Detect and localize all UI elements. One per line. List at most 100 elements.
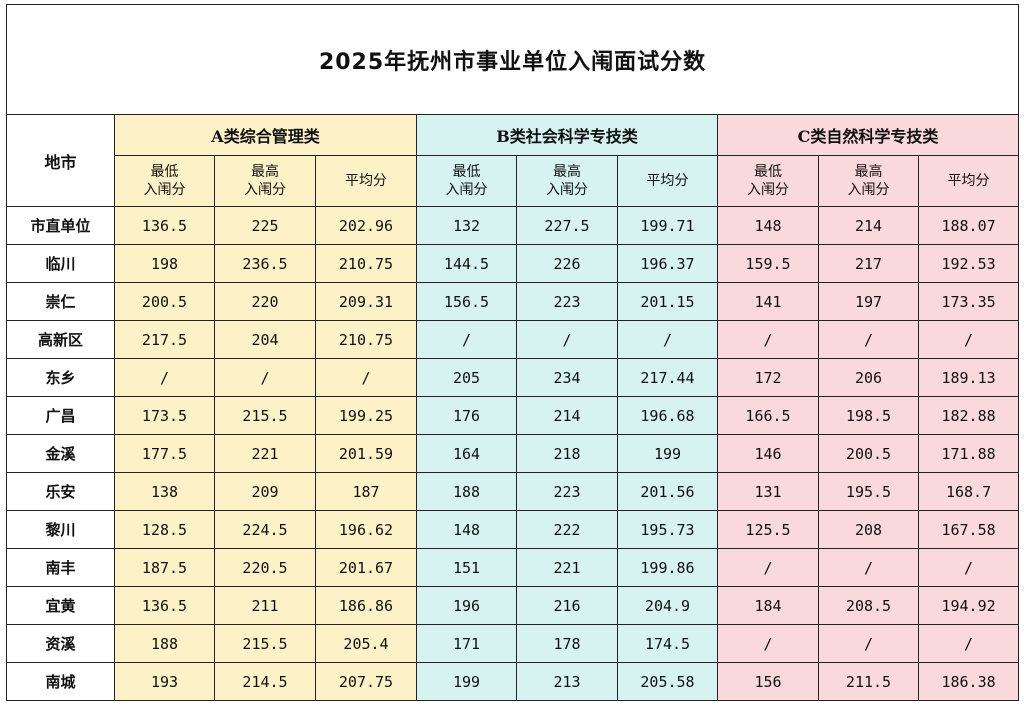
sub-line-2: 入闱分 xyxy=(445,182,488,198)
max-score-cell-c: 217 xyxy=(818,244,919,283)
region-cell: 临川 xyxy=(6,244,115,283)
table-row: 高新区 217.5 204 210.75// / / / / xyxy=(6,320,1020,359)
max-score-cell-b: 218 xyxy=(516,434,618,473)
min-score-cell-c: 172 xyxy=(717,358,819,397)
min-score-cell-c: / xyxy=(717,548,819,587)
avg-score-cell-b: 199 xyxy=(617,434,718,473)
max-score-header-b: 最高 入闱分 xyxy=(516,155,618,207)
avg-score-cell-a: 210.75 xyxy=(315,320,417,359)
min-score-cell-b: 132 xyxy=(416,206,517,245)
avg-score-cell-b: 196.37 xyxy=(617,244,718,283)
subheader-row: 最低 入闱分 最高 入闱分 平均分 最低 入闱分 最高 入闱分 平均分 最低 入闱分 最高 入闱分 平均分 xyxy=(7,155,1020,207)
sub-line-1: 平均分 xyxy=(947,173,990,189)
max-score-cell-a: 215.5 xyxy=(214,624,316,663)
max-score-cell-c: 206 xyxy=(818,358,919,397)
avg-score-cell-a: / xyxy=(315,358,417,397)
avg-score-header-c: 平均分 xyxy=(917,155,1020,207)
min-score-cell-a: 193 xyxy=(114,662,215,701)
region-cell: 乐安 xyxy=(6,472,115,511)
table-row: 广昌 173.5 215.5 199.25 176 214 196.68 166.5 198.5… xyxy=(6,396,1020,435)
min-score-cell-a: 173.5 xyxy=(114,396,215,435)
avg-score-cell-a: 187 xyxy=(315,472,417,511)
score-table: 2025年抚州市事业单位入闱面试分数 地市 A类综合管理类 B类社会科学专技类 … xyxy=(5,4,1020,701)
min-score-cell-b: 188 xyxy=(416,472,517,511)
table-row: 黎川 128.5 224.5 196.62 148 222 195.73 125.5 208 16… xyxy=(6,510,1020,549)
table-row: 南丰 187.5 220.5 201.67 151 221 199.86// / xyxy=(6,548,1020,587)
avg-score-cell-c: 168.7 xyxy=(917,472,1020,511)
min-score-cell-a: 136.5 xyxy=(114,586,215,625)
min-score-cell-a: / xyxy=(114,358,215,397)
max-score-cell-a: 214.5 xyxy=(214,662,316,701)
max-score-cell-b: 214 xyxy=(516,396,618,435)
max-score-cell-c: / xyxy=(818,548,919,587)
avg-score-header-a: 平均分 xyxy=(315,155,417,207)
min-score-cell-b: 148 xyxy=(416,510,517,549)
max-score-cell-b: 223 xyxy=(516,472,618,511)
avg-score-cell-b: 201.15 xyxy=(617,282,718,321)
avg-score-cell-a: 201.67 xyxy=(315,548,417,587)
sub-line-2: 入闱分 xyxy=(847,182,890,198)
avg-score-cell-a: 202.96 xyxy=(315,206,417,245)
max-score-cell-a: 211 xyxy=(214,586,316,625)
min-score-header-a: 最低 入闱分 xyxy=(114,155,215,207)
max-score-cell-b: 221 xyxy=(516,548,618,587)
min-score-cell-c: 146 xyxy=(717,434,819,473)
max-score-cell-b: / xyxy=(516,320,618,359)
max-score-cell-b: 216 xyxy=(516,586,618,625)
region-header: 地市 xyxy=(6,114,115,207)
score-sheet: 2025年抚州市事业单位入闱面试分数 地市 A类综合管理类 B类社会科学专技类 … xyxy=(5,4,1020,705)
avg-score-cell-c: 182.88 xyxy=(917,396,1020,435)
table-row: 金溪 177.5 221 201.59 164 218 199 146 200.5 171.88 xyxy=(6,434,1020,473)
min-score-cell-a: 188 xyxy=(114,624,215,663)
table-row: 崇仁 200.5 220 209.31 156.5 223 201.15 141 197 173.… xyxy=(6,282,1020,321)
region-cell: 南城 xyxy=(6,662,115,701)
min-score-cell-b: 156.5 xyxy=(416,282,517,321)
table-row: 市直单位 136.5 225 202.96 132 227.5 199.71 148 214 18… xyxy=(6,206,1020,245)
max-score-cell-c: 198.5 xyxy=(818,396,919,435)
avg-score-cell-c: 171.88 xyxy=(917,434,1020,473)
avg-score-cell-a: 199.25 xyxy=(315,396,417,435)
max-score-cell-c: 197 xyxy=(818,282,919,321)
group-header-a: A类综合管理类 xyxy=(114,114,417,156)
min-score-header-b: 最低 入闱分 xyxy=(416,155,517,207)
max-score-cell-a: 221 xyxy=(214,434,316,473)
min-score-cell-a: 177.5 xyxy=(114,434,215,473)
min-score-cell-a: 138 xyxy=(114,472,215,511)
min-score-cell-c: 131 xyxy=(717,472,819,511)
min-score-cell-c: 125.5 xyxy=(717,510,819,549)
table-row: 宜黄 136.5 211 186.86 196 216 204.9 184 208.5 194.9… xyxy=(6,586,1020,625)
region-cell: 东乡 xyxy=(6,358,115,397)
min-score-cell-c: 156 xyxy=(717,662,819,701)
max-score-cell-b: 227.5 xyxy=(516,206,618,245)
max-score-cell-a: 215.5 xyxy=(214,396,316,435)
table-row: 东乡 / //205 234 217.44 172 206 189.13 xyxy=(6,358,1020,397)
avg-score-cell-c: 173.35 xyxy=(917,282,1020,321)
sub-line-1: 最低 xyxy=(150,164,179,180)
max-score-cell-c: 211.5 xyxy=(818,662,919,701)
avg-score-cell-c: / xyxy=(917,624,1020,663)
min-score-cell-a: 217.5 xyxy=(114,320,215,359)
min-score-cell-c: 148 xyxy=(717,206,819,245)
avg-score-cell-b: 195.73 xyxy=(617,510,718,549)
table-row: 南城 193 214.5 207.75 199 213 205.58 156 211.5 186.… xyxy=(6,662,1020,701)
avg-score-cell-c: 189.13 xyxy=(917,358,1020,397)
min-score-cell-b: 199 xyxy=(416,662,517,701)
sub-line-1: 最高 xyxy=(251,164,279,180)
max-score-cell-a: 204 xyxy=(214,320,316,359)
region-cell: 广昌 xyxy=(6,396,115,435)
sub-line-2: 入闱分 xyxy=(546,182,588,198)
max-score-cell-a: 224.5 xyxy=(214,510,316,549)
min-score-cell-b: / xyxy=(416,320,517,359)
min-score-cell-c: / xyxy=(717,624,819,663)
avg-score-cell-a: 205.4 xyxy=(315,624,417,663)
max-score-header-c: 最高 入闱分 xyxy=(818,155,919,207)
avg-score-cell-c: / xyxy=(917,548,1020,587)
avg-score-cell-a: 196.62 xyxy=(315,510,417,549)
sub-line-2: 入闱分 xyxy=(747,182,789,198)
min-score-cell-b: 196 xyxy=(416,586,517,625)
avg-score-cell-a: 207.75 xyxy=(315,662,417,701)
avg-score-cell-c: 186.38 xyxy=(917,662,1020,701)
group-header-b: B类社会科学专技类 xyxy=(416,114,718,156)
min-score-cell-c: 166.5 xyxy=(717,396,819,435)
sub-line-1: 最高 xyxy=(854,164,883,180)
